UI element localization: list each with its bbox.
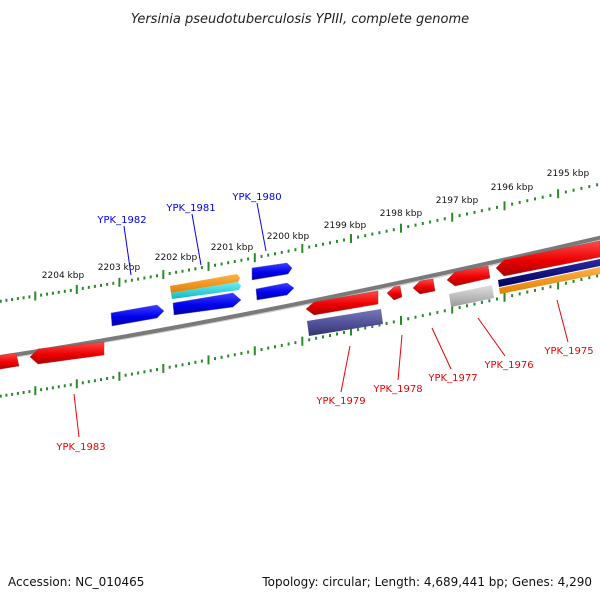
leader-ypk1975 — [556, 299, 569, 343]
gene-arrow-ypk1975[interactable] — [495, 240, 600, 277]
scale-labels: 2195 kbp 2196 kbp 2197 kbp 2198 kbp 2199… — [42, 169, 590, 281]
gene-arrow-ypk1977[interactable] — [412, 278, 436, 295]
gene-label-ypk1977[interactable]: YPK_1977 — [427, 373, 477, 384]
gene-arrow-ypk1983-left[interactable] — [0, 352, 20, 370]
gene-arrow-ypk1980[interactable] — [251, 262, 293, 281]
feature-cyan-ypk1981[interactable] — [171, 282, 241, 299]
gene-label-ypk1979[interactable]: YPK_1979 — [315, 396, 365, 407]
forward-strand-genes — [110, 262, 295, 327]
gene-arrow-ypk1982[interactable] — [110, 304, 165, 327]
feature-gray-ypk1976[interactable] — [449, 285, 494, 307]
leader-ypk1979 — [340, 345, 351, 393]
scale-label-2200: 2200 kbp — [267, 232, 310, 242]
gene-arrow-ypk1981-lower[interactable] — [255, 282, 295, 301]
gene-label-ypk1982[interactable]: YPK_1982 — [96, 215, 146, 226]
lower-scale-ticks — [0, 274, 599, 398]
reverse-strand-genes — [0, 240, 600, 370]
gene-arrow-ypk1981[interactable] — [172, 292, 242, 316]
gene-label-leaders — [73, 202, 569, 438]
leader-ypk1983 — [73, 393, 80, 438]
scale-label-2195: 2195 kbp — [547, 169, 590, 179]
gene-label-ypk1983[interactable]: YPK_1983 — [55, 442, 105, 453]
leader-ypk1982 — [123, 225, 132, 276]
gene-arrow-ypk1976[interactable] — [446, 265, 491, 287]
gene-label-ypk1976[interactable]: YPK_1976 — [483, 360, 533, 371]
feature-orange-ypk1981[interactable] — [170, 274, 240, 293]
scale-label-2198: 2198 kbp — [380, 209, 423, 219]
backbone-line — [0, 235, 600, 360]
backbone — [0, 235, 600, 361]
map-title: Yersinia pseudotuberculosis YPIII, compl… — [131, 12, 469, 27]
scale-label-2199: 2199 kbp — [324, 221, 367, 231]
leader-ypk1977 — [431, 327, 452, 370]
scale-label-2202: 2202 kbp — [155, 253, 198, 263]
accession-text: Accession: NC_010465 — [8, 575, 144, 589]
gene-label-ypk1980[interactable]: YPK_1980 — [231, 192, 281, 203]
scale-label-2196: 2196 kbp — [491, 183, 534, 193]
scale-label-2204: 2204 kbp — [42, 271, 85, 281]
gene-arrow-ypk1983[interactable] — [29, 341, 105, 365]
gene-label-ypk1975[interactable]: YPK_1975 — [543, 346, 593, 357]
scale-label-2203: 2203 kbp — [98, 263, 141, 273]
leader-ypk1980 — [256, 202, 267, 252]
gene-arrow-ypk1978[interactable] — [386, 285, 403, 301]
upper-scale-ticks — [0, 183, 599, 303]
gene-labels: YPK_1982 YPK_1981 YPK_1980 YPK_1983 YPK_… — [55, 192, 593, 453]
scale-label-2201: 2201 kbp — [211, 243, 254, 253]
gene-label-ypk1978[interactable]: YPK_1978 — [372, 384, 422, 395]
feature-purple-ypk1979[interactable] — [307, 309, 383, 336]
leader-ypk1981 — [191, 213, 202, 266]
gene-arrow-ypk1979[interactable] — [305, 290, 379, 316]
gene-label-ypk1981[interactable]: YPK_1981 — [165, 203, 215, 214]
scale-label-2197: 2197 kbp — [436, 196, 479, 206]
feature-navy-ypk1975[interactable] — [498, 259, 600, 287]
leader-ypk1978 — [397, 334, 403, 381]
leader-ypk1976 — [477, 317, 506, 357]
topology-summary: Topology: circular; Length: 4,689,441 bp… — [261, 575, 592, 589]
feature-orange-ypk1975[interactable] — [499, 267, 600, 294]
